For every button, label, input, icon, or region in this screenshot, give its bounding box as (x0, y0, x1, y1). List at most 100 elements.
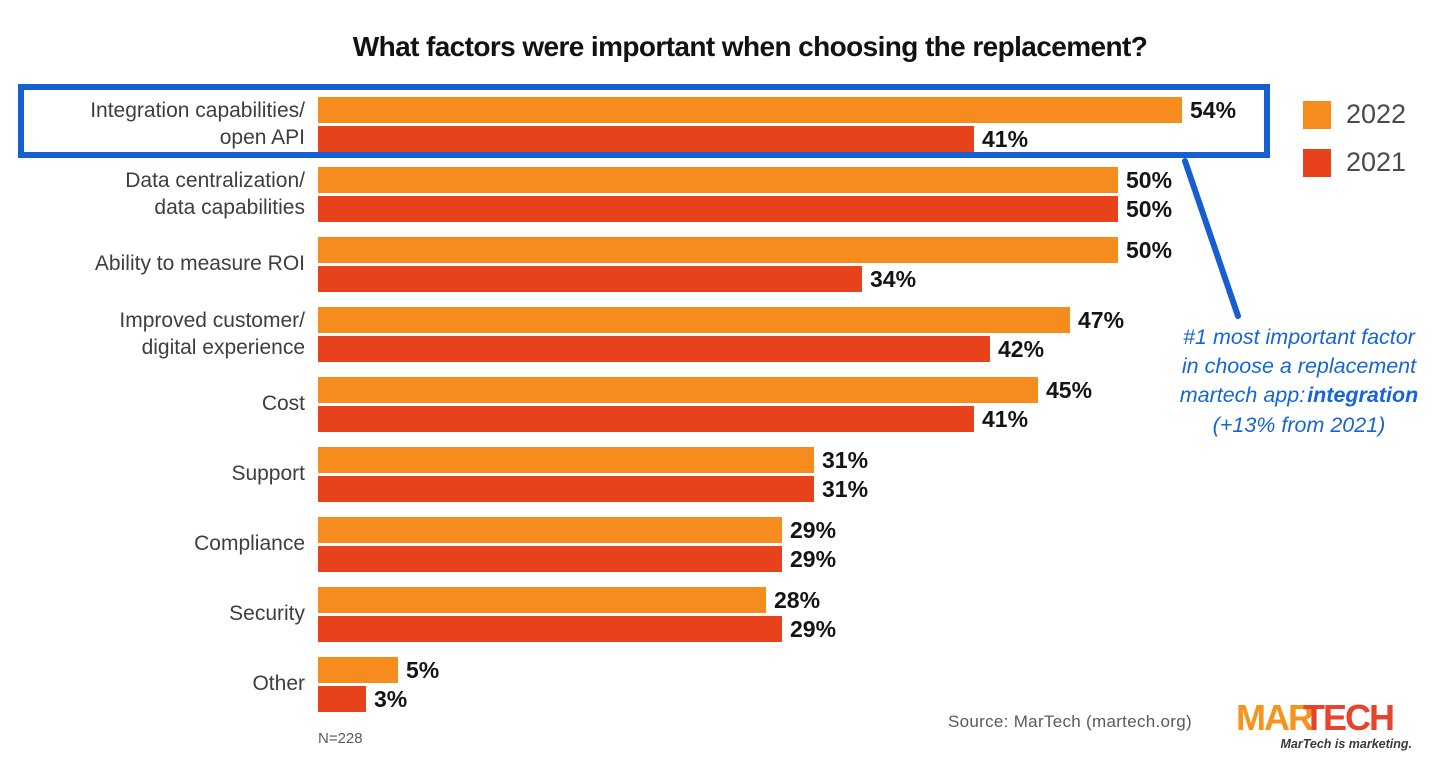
category-label: Support (231, 462, 305, 486)
category-label: Integration capabilities/ open API (90, 98, 305, 149)
bar-rows: Integration capabilities/ open API 54% 4… (0, 97, 1236, 727)
value-label-2021: 41% (982, 125, 1029, 152)
category-row: Support 31% 31% (0, 447, 1236, 502)
annotation-line-4: (+13% from 2021) (1212, 412, 1386, 437)
legend: 2022 2021 (1303, 99, 1406, 178)
bar-line-2021: 31% (318, 476, 868, 502)
category-row: Other 5% 3% (0, 657, 1236, 712)
value-label-2021: 42% (998, 335, 1045, 362)
annotation-bold-word: integration (1307, 383, 1419, 408)
bar-2022 (318, 517, 782, 543)
value-label-2021: 29% (790, 545, 837, 572)
chart-title: What factors were important when choosin… (352, 31, 1148, 62)
bar-line-2022: 29% (318, 517, 836, 543)
bar-2022 (318, 237, 1118, 263)
category-row: Compliance 29% 29% (0, 517, 1236, 572)
bar-line-2021: 29% (318, 546, 836, 572)
bar-2022 (318, 587, 766, 613)
category-bars: 45% 41% (318, 377, 1092, 432)
category-row: Security 28% 29% (0, 587, 1236, 642)
bar-2022 (318, 447, 814, 473)
bar-2021 (318, 406, 974, 432)
legend-swatch-2022-icon (1303, 100, 1331, 129)
value-label-2021: 34% (870, 265, 917, 292)
bar-line-2021: 41% (318, 406, 1092, 432)
value-label-2021: 41% (982, 405, 1029, 432)
bar-2021 (318, 126, 974, 152)
category-bars: 47% 42% (318, 307, 1124, 362)
legend-swatch-2021-icon (1303, 148, 1331, 177)
bar-2021 (318, 196, 1118, 222)
value-label-2021: 3% (374, 685, 408, 712)
bar-line-2022: 45% (318, 377, 1092, 403)
bar-2021 (318, 266, 862, 292)
category-label: Security (229, 602, 305, 626)
value-label-2022: 54% (1190, 96, 1237, 123)
category-label: Improved customer/ digital experience (119, 308, 305, 359)
category-bars: 50% 50% (318, 167, 1172, 222)
value-label-2021: 50% (1126, 195, 1173, 222)
source-label: Source: MarTech (martech.org) (948, 712, 1192, 731)
value-label-2022: 45% (1046, 376, 1093, 403)
category-bars: 54% 41% (318, 97, 1236, 152)
value-label-2021: 29% (790, 615, 837, 642)
bar-line-2021: 50% (318, 196, 1172, 222)
bar-line-2021: 3% (318, 686, 439, 712)
category-bars: 5% 3% (318, 657, 439, 712)
value-label-2022: 31% (822, 446, 869, 473)
highlight-box (18, 84, 1270, 158)
legend-item-2021: 2021 (1303, 147, 1406, 178)
legend-item-2022: 2022 (1303, 99, 1406, 130)
value-label-2022: 28% (774, 586, 821, 613)
category-label: Compliance (194, 532, 305, 556)
bar-line-2022: 47% (318, 307, 1124, 333)
bar-line-2021: 34% (318, 266, 1172, 292)
category-row: Cost 45% 41% (0, 377, 1236, 432)
bar-line-2022: 31% (318, 447, 868, 473)
martech-logo-tagline: MarTech is marketing. (1280, 737, 1412, 751)
legend-label-2022: 2022 (1346, 99, 1407, 129)
category-label: Cost (261, 392, 305, 416)
martech-logo-wordmark: MARTECH (1236, 697, 1395, 738)
value-label-2022: 29% (790, 516, 837, 543)
value-label-2021: 31% (822, 475, 869, 502)
value-label-2022: 5% (406, 656, 440, 683)
category-row: Ability to measure ROI 50% 34% (0, 237, 1236, 292)
bar-2021 (318, 336, 990, 362)
bar-line-2022: 5% (318, 657, 439, 683)
category-bars: 28% 29% (318, 587, 836, 642)
category-bars: 31% 31% (318, 447, 868, 502)
legend-label-2021: 2021 (1346, 147, 1407, 177)
annotation-line-2: in choose a replacement (1181, 354, 1417, 379)
bar-line-2022: 50% (318, 237, 1172, 263)
bar-line-2021: 29% (318, 616, 836, 642)
bar-2022 (318, 377, 1038, 403)
value-label-2022: 50% (1126, 236, 1173, 263)
bar-2022 (318, 167, 1118, 193)
bar-line-2021: 41% (318, 126, 1236, 152)
category-row: Integration capabilities/ open API 54% 4… (0, 97, 1236, 152)
bar-line-2022: 54% (318, 97, 1236, 123)
category-label: Data centralization/ data capabilities (125, 168, 305, 219)
martech-logo: MARTECH MarTech is marketing. (1236, 697, 1412, 752)
bar-line-2022: 50% (318, 167, 1172, 193)
bar-2021 (318, 546, 782, 572)
bar-2022 (318, 97, 1182, 123)
bar-2021 (318, 616, 782, 642)
annotation-line-1: #1 most important factor (1183, 325, 1415, 349)
category-row: Improved customer/ digital experience 47… (0, 307, 1236, 362)
bar-line-2022: 28% (318, 587, 836, 613)
value-label-2022: 47% (1078, 306, 1125, 333)
bar-2022 (318, 657, 398, 683)
value-label-2022: 50% (1126, 166, 1173, 193)
sample-size-label: N=228 (318, 730, 363, 747)
category-bars: 29% 29% (318, 517, 836, 572)
bar-2021 (318, 686, 366, 712)
bar-line-2021: 42% (318, 336, 1124, 362)
bar-2021 (318, 476, 814, 502)
category-row: Data centralization/ data capabilities 5… (0, 167, 1236, 222)
category-bars: 50% 34% (318, 237, 1172, 292)
bar-2022 (318, 307, 1070, 333)
annotation: #1 most important factor in choose a rep… (1148, 323, 1440, 440)
